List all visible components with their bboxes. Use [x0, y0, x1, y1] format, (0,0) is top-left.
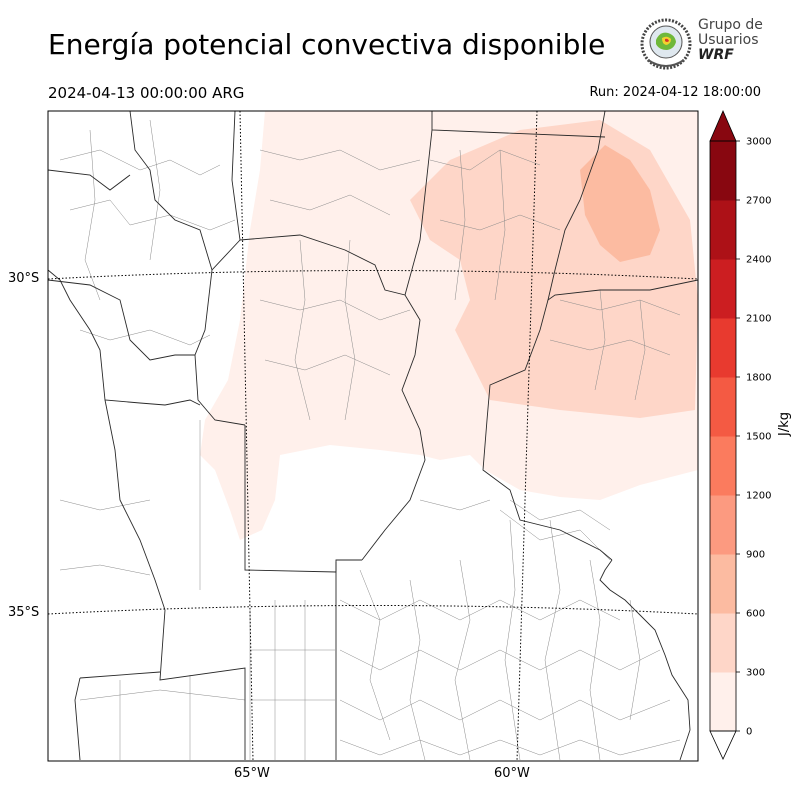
colorbar-extend-min	[709, 730, 737, 760]
logo-line-1: Grupo de	[698, 17, 763, 33]
colorbar-tick-label: 0	[746, 727, 752, 738]
colorbar-tick-label: 1500	[746, 432, 771, 443]
globe-icon	[640, 18, 692, 70]
map-title: Energía potencial convectiva disponible	[48, 28, 606, 61]
valid-time: 2024-04-13 00:00:00 ARG	[48, 84, 245, 102]
colorbar-tick-label: 1200	[746, 491, 771, 502]
colorbar-tick-label: 3000	[746, 137, 771, 148]
lon-label-60w: 60°W	[494, 766, 530, 781]
graticule	[48, 111, 698, 761]
logo-line-2: Usuarios	[698, 32, 759, 48]
logo-line-3: WRF	[698, 47, 734, 63]
colorbar-tick-label: 1800	[746, 373, 771, 384]
colorbar-tick-label: 2700	[746, 196, 771, 207]
colorbar-band	[710, 672, 736, 732]
colorbar-band	[710, 377, 736, 437]
colorbar-tick-label: 2100	[746, 314, 771, 325]
colorbar-band	[710, 259, 736, 319]
map-frame	[47, 110, 699, 762]
colorbar-tick-label: 300	[746, 668, 765, 679]
coastline	[599, 559, 691, 761]
colorbar-tick-label: 900	[746, 550, 765, 561]
colorbar-band	[710, 613, 736, 673]
buenos-aires-partidos	[339, 509, 681, 761]
cape-field-high	[580, 145, 660, 262]
colorbar-band	[710, 554, 736, 614]
lat-label-30s: 30°S	[8, 271, 40, 286]
wrf-logo: Grupo de Usuarios WRF	[638, 16, 768, 72]
colorbar-unit-label: J/kg	[777, 412, 792, 436]
colorbar: 0 300 600 900 1200 1500 1800 2100 2400 2700 3000	[709, 109, 771, 760]
colorbar-band	[710, 318, 736, 378]
colorbar-band	[710, 141, 736, 201]
colorbar-band	[710, 436, 736, 496]
colorbar-extend-max	[709, 109, 737, 142]
colorbar-tick-label: 600	[746, 609, 765, 620]
colorbar-band	[710, 200, 736, 260]
colorbar-band	[710, 495, 736, 555]
province-boundaries	[48, 111, 698, 761]
lat-label-35s: 35°S	[8, 605, 40, 620]
colorbar-tick-label: 2400	[746, 255, 771, 266]
lon-label-65w: 65°W	[234, 766, 270, 781]
run-time: Run: 2024-04-12 18:00:00	[589, 85, 761, 100]
